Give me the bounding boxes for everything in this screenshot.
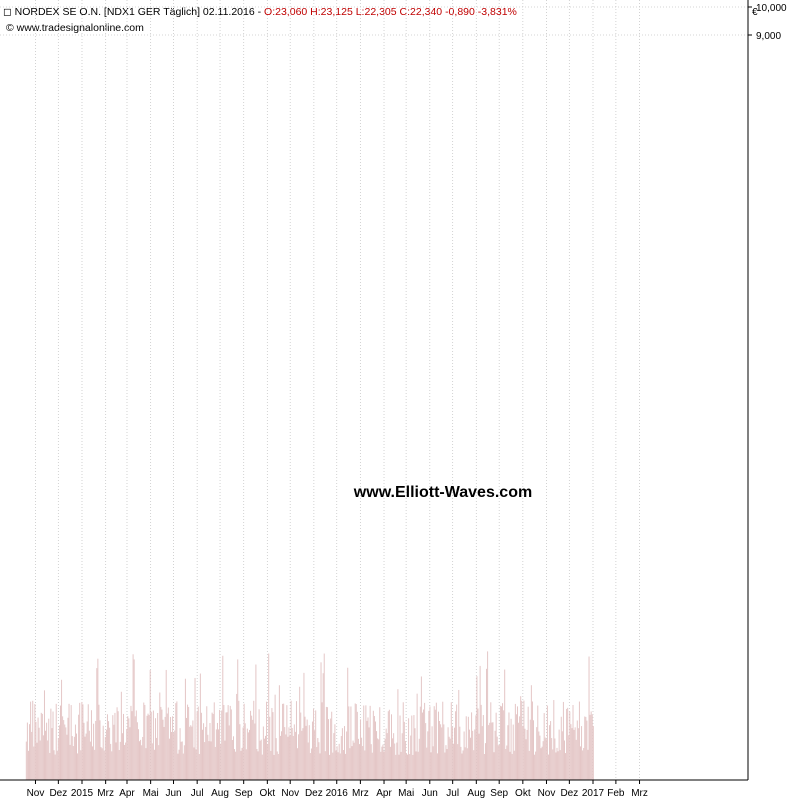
x-tick-label: Apr [376, 788, 392, 799]
x-tick-label: Jun [165, 788, 181, 799]
watermark: www.Elliott-Waves.com [353, 484, 532, 501]
x-tick-label: Sep [490, 788, 508, 799]
x-tick-label: Feb [607, 788, 625, 799]
x-tick-label: 2015 [71, 788, 94, 799]
x-tick-label: Nov [281, 788, 299, 799]
high-value: H:23,125 [310, 6, 353, 18]
x-tick-label: Nov [27, 788, 45, 799]
x-tick-label: Okt [515, 788, 531, 799]
x-tick-label: Jul [191, 788, 204, 799]
x-tick-label: Aug [467, 788, 485, 799]
x-tick-label: Mai [398, 788, 414, 799]
x-axis: Nov Dez 2015 Mrz Apr Mai Jun Jul Aug Sep Okt Nov Dez… [27, 780, 648, 799]
x-tick-label: Dez [560, 788, 578, 799]
x-tick-label: Mrz [352, 788, 369, 799]
x-tick-label: Dez [305, 788, 323, 799]
y-tick-label: 10,000 [756, 3, 787, 14]
low-value: L:22,305 [356, 6, 397, 18]
change-value: -0,890 [445, 6, 475, 18]
x-tick-label: Okt [260, 788, 276, 799]
x-tick-label: Mrz [97, 788, 114, 799]
volume-bars [25, 651, 594, 780]
change-pct-value: -3,831% [478, 6, 517, 18]
source-credit: © www.tradesignalonline.com [6, 22, 144, 34]
close-value: C:22,340 [400, 6, 443, 18]
currency-label: € [752, 7, 758, 18]
x-tick-label: Jun [422, 788, 438, 799]
chart-title: ◻ NORDEX SE O.N. [NDX1 GER Täglich] 02.1… [3, 6, 517, 18]
x-tick-label: Sep [235, 788, 253, 799]
x-tick-label: Dez [49, 788, 67, 799]
quote-prefix: [NDX1 GER Täglich] 02.11.2016 - [104, 6, 264, 18]
x-tick-label: Apr [119, 788, 135, 799]
instrument-name: NORDEX SE O.N. [15, 6, 101, 18]
x-tick-label: 2016 [326, 788, 349, 799]
chart-header: ◻ NORDEX SE O.N. [NDX1 GER Täglich] 02.1… [3, 6, 517, 34]
x-tick-label: Mrz [631, 788, 648, 799]
x-tick-label: Mai [143, 788, 159, 799]
y-axis: 9,00010,00011,00012,00013,00014,00015,00… [748, 3, 787, 42]
x-tick-label: Jul [446, 788, 459, 799]
grid-lines [0, 0, 748, 780]
x-tick-label: Aug [211, 788, 229, 799]
header-icon: ◻ [3, 6, 15, 18]
x-tick-label: Nov [538, 788, 556, 799]
x-tick-label: 2017 [582, 788, 605, 799]
y-tick-label: 9,000 [756, 31, 781, 42]
open-value: O:23,060 [264, 6, 307, 18]
